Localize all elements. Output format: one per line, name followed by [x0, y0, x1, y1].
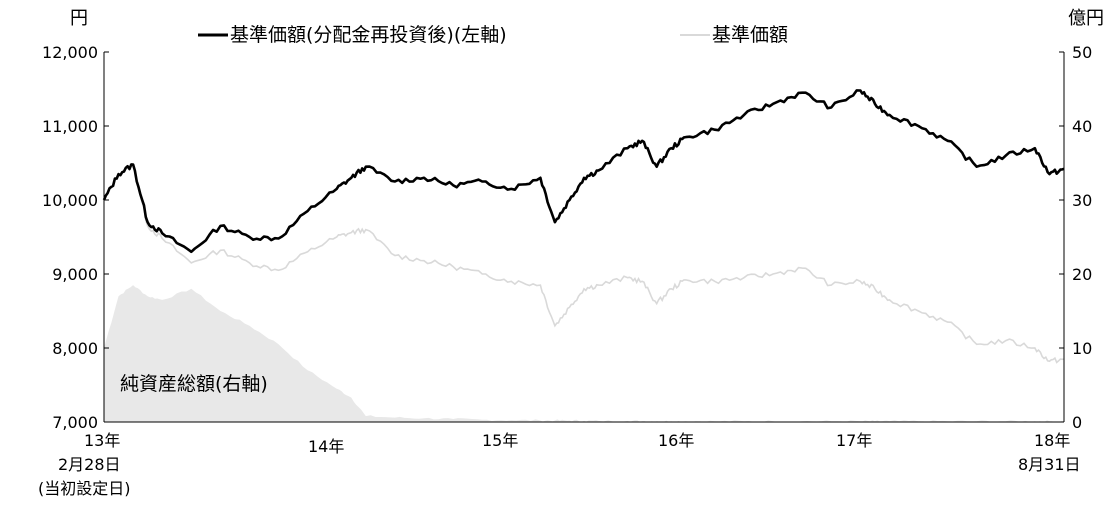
left-tick-label: 8,000 [52, 339, 98, 358]
nav-line [103, 164, 1065, 364]
right-tick-label: 20 [1072, 265, 1092, 284]
lines-layer [102, 89, 1065, 364]
x-label-end-date: 8月31日 [1018, 455, 1081, 474]
x-label-year-14: 14年 [308, 437, 344, 456]
net-assets-label: 純資産総額(右軸) [120, 373, 268, 395]
right-tick-label: 10 [1072, 339, 1092, 358]
right-tick-label: 50 [1072, 43, 1092, 62]
right-tick-label: 0 [1072, 413, 1082, 432]
reinvested-nav-line [102, 89, 1065, 254]
x-label-end-year: 18年 [1034, 431, 1070, 450]
x-label-start-note: (当初設定日) [38, 479, 131, 498]
right-ticks: 0 10 20 30 40 50 [1059, 43, 1092, 432]
left-unit-label: 円 [70, 8, 88, 29]
x-label-year-17: 17年 [836, 431, 872, 450]
x-label-start-year: 13年 [84, 431, 120, 450]
left-tick-label: 10,000 [42, 191, 98, 210]
right-unit-label: 億円 [1068, 8, 1104, 29]
x-label-year-15: 15年 [482, 431, 518, 450]
left-tick-label: 12,000 [42, 43, 98, 62]
net-assets-area-layer [104, 285, 1064, 422]
left-ticks: 7,000 8,000 9,000 10,000 11,000 12,000 [42, 43, 109, 432]
right-tick-label: 30 [1072, 191, 1092, 210]
x-label-start-date: 2月28日 [58, 455, 121, 474]
x-label-year-16: 16年 [658, 431, 694, 450]
left-tick-label: 7,000 [52, 413, 98, 432]
legend-reinvested-label: 基準価額(分配金再投資後)(左軸) [230, 24, 507, 46]
left-tick-label: 11,000 [42, 117, 98, 136]
right-tick-label: 40 [1072, 117, 1092, 136]
left-tick-label: 9,000 [52, 265, 98, 284]
legend-nav-label: 基準価額 [712, 24, 788, 46]
net-assets-area [104, 285, 1064, 422]
